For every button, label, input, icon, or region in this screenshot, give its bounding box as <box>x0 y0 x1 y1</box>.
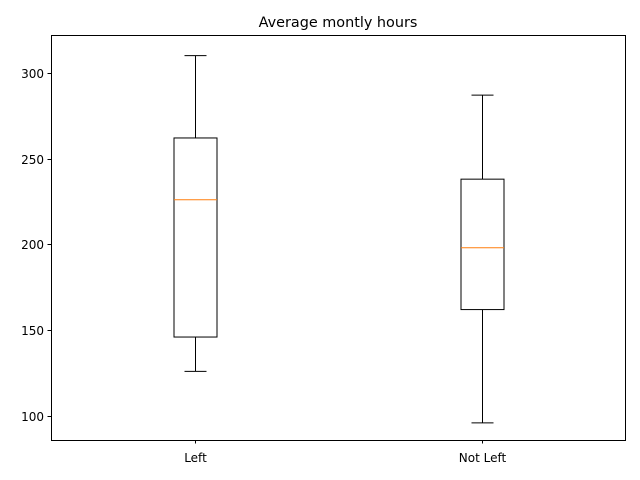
y-tick-label: 300 <box>21 67 44 81</box>
y-tick-label: 100 <box>21 410 44 424</box>
boxes-group <box>173 55 505 424</box>
box-not-left <box>460 94 505 424</box>
y-tick-label: 150 <box>21 324 44 338</box>
x-tick-label-left: Left <box>184 451 207 465</box>
interquartile-box <box>460 178 505 311</box>
y-axis: 100 150 200 250 300 <box>21 67 51 424</box>
interquartile-box <box>173 137 218 338</box>
x-axis: Left Not Left <box>184 440 506 465</box>
chart-title: Average montly hours <box>259 15 418 31</box>
y-tick-label: 250 <box>21 153 44 167</box>
y-tick-label: 200 <box>21 238 44 252</box>
box-left <box>173 55 218 372</box>
x-tick-label-not-left: Not Left <box>459 451 507 465</box>
plot-area-frame <box>51 35 626 441</box>
